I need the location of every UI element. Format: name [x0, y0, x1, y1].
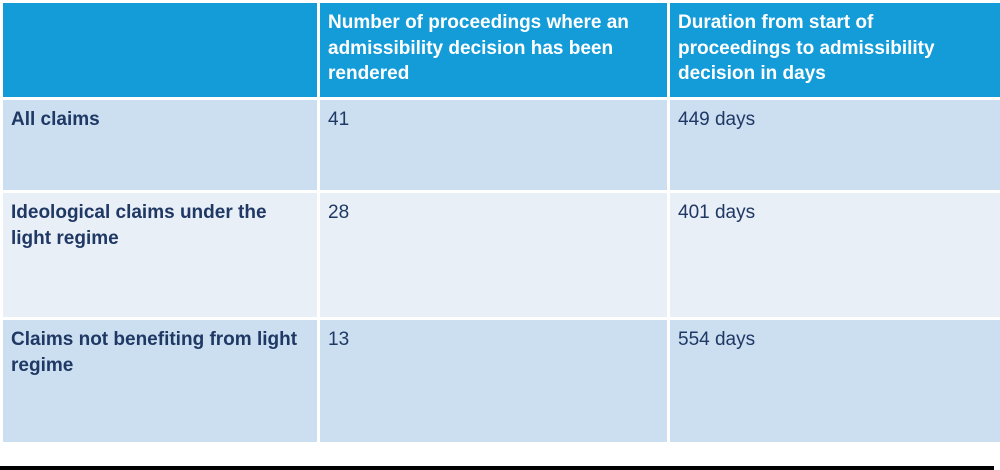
header-row: Number of proceedings where an admissibi… — [3, 3, 1000, 97]
header-cell-empty — [3, 3, 317, 97]
duration-value: 449 days — [670, 100, 1000, 190]
duration-value: 554 days — [670, 320, 1000, 442]
header-cell-duration: Duration from start of proceedings to ad… — [670, 3, 1000, 97]
proceedings-count-value: 28 — [320, 193, 667, 317]
admissibility-proceedings-table: Number of proceedings where an admissibi… — [3, 3, 1000, 442]
table-header: Number of proceedings where an admissibi… — [3, 3, 1000, 97]
bottom-border-line — [0, 466, 994, 470]
table-body: All claims 41 449 days Ideological claim… — [3, 100, 1000, 442]
duration-value: 401 days — [670, 193, 1000, 317]
row-label: Claims not benefiting from light regime — [3, 320, 317, 442]
row-label: All claims — [3, 100, 317, 190]
row-label: Ideological claims under the light regim… — [3, 193, 317, 317]
table-row-claims-not-benefiting: Claims not benefiting from light regime … — [3, 320, 1000, 442]
header-cell-proceedings-count: Number of proceedings where an admissibi… — [320, 3, 667, 97]
table-row-all-claims: All claims 41 449 days — [3, 100, 1000, 190]
table-row-ideological-claims: Ideological claims under the light regim… — [3, 193, 1000, 317]
proceedings-count-value: 41 — [320, 100, 667, 190]
proceedings-count-value: 13 — [320, 320, 667, 442]
